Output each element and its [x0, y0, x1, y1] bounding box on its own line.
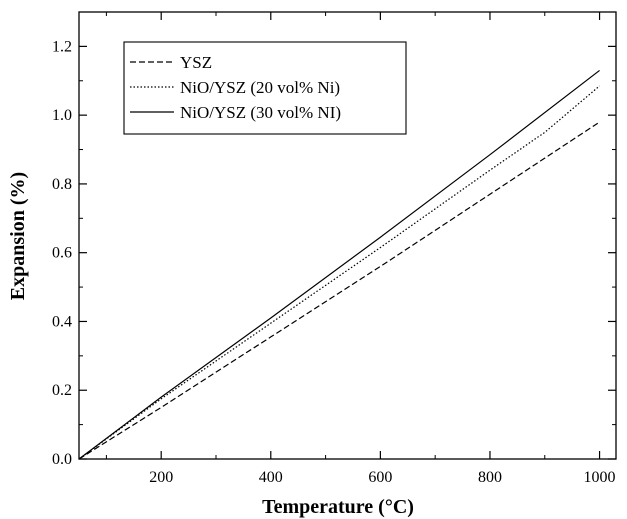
x-tick-label: 1000: [584, 469, 616, 486]
x-tick-label: 200: [149, 469, 173, 486]
y-tick-label: 0.4: [52, 313, 72, 330]
y-tick-label: 0.6: [52, 245, 72, 262]
x-tick-label: 400: [259, 469, 283, 486]
x-tick-label: 600: [368, 469, 392, 486]
legend-label: YSZ: [180, 53, 212, 72]
series-line-3: [78, 69, 600, 460]
series-line-1: [78, 121, 600, 460]
y-axis-ticks: 0.0 0.2 0.4 0.6 0.8 1.0 1.2: [52, 11, 616, 468]
y-tick-label: 0.0: [52, 451, 72, 468]
y-tick-label: 0.2: [52, 382, 72, 399]
legend-label: NiO/YSZ (20 vol% Ni): [180, 78, 340, 97]
legend-box: [123, 41, 407, 135]
x-axis-label: Temperature (°C): [262, 496, 414, 518]
legend: YSZ NiO/YSZ (20 vol% Ni) NiO/YSZ (30 vol% …: [123, 41, 407, 135]
y-tick-label: 0.8: [52, 176, 72, 193]
legend-label: NiO/YSZ (30 vol% NI): [180, 103, 341, 122]
x-tick-label: 800: [478, 469, 502, 486]
plot-area-border: [78, 11, 617, 460]
x-axis-ticks: 200 400 600 800 1000: [105, 12, 616, 486]
y-tick-label: 1.2: [52, 38, 72, 55]
series-lines: [78, 69, 600, 460]
plot-frame: [78, 11, 617, 460]
y-tick-label: 1.0: [52, 107, 72, 124]
y-axis-label: Expansion (%): [7, 172, 29, 300]
series-line-2: [78, 85, 600, 460]
